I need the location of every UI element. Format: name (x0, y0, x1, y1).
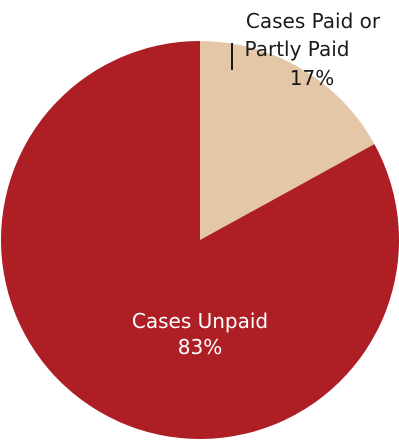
label-paid-line1: Cases Paid or (246, 9, 381, 33)
label-paid-value: 17% (290, 66, 334, 90)
label-unpaid-line1: Cases Unpaid (132, 309, 268, 333)
pie-slice-unpaid (0, 41, 399, 440)
label-paid-line2: Partly Paid (245, 37, 350, 61)
pie-slices (0, 41, 399, 440)
pie-slice-paid-or-partly-paid (200, 41, 375, 240)
label-unpaid-value: 83% (178, 335, 222, 359)
